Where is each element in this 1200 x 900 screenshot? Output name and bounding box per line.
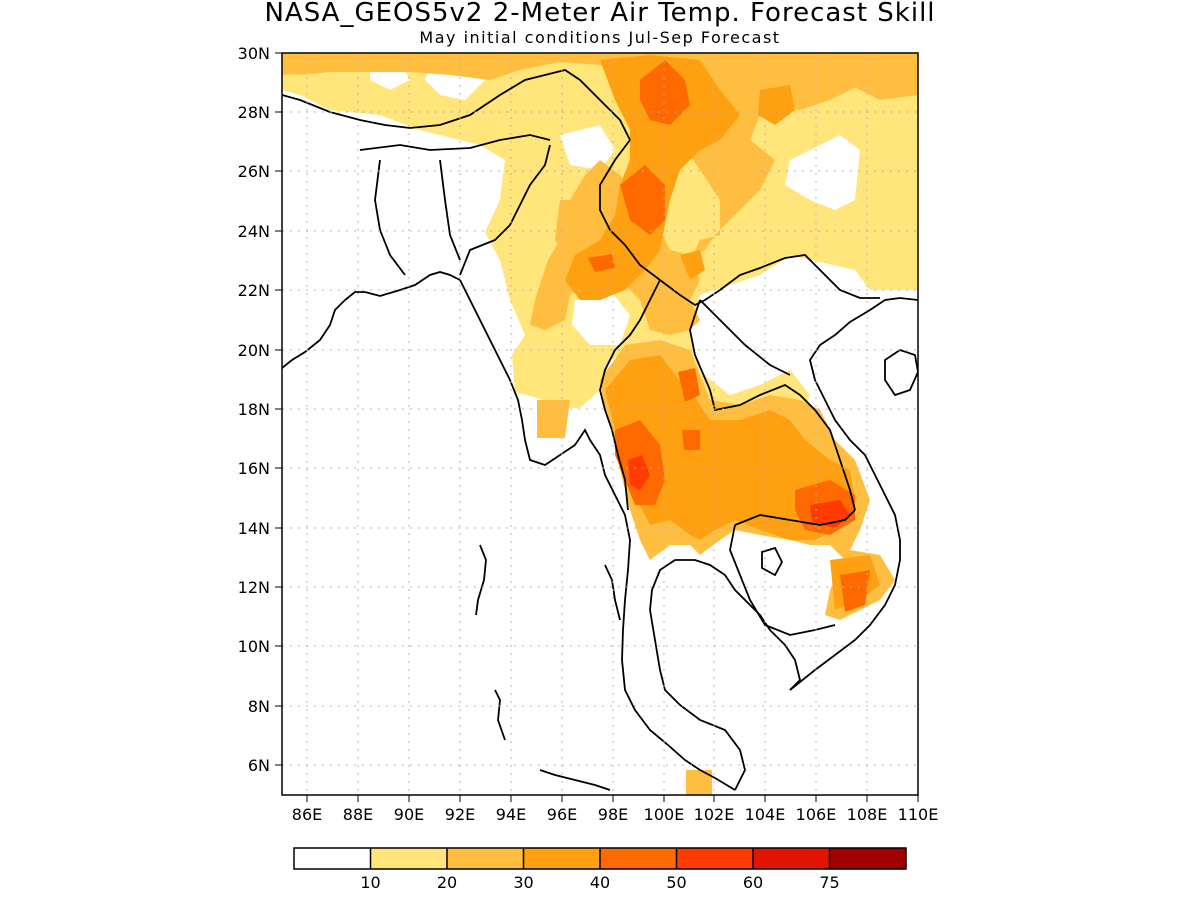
colorbar-swatch (600, 848, 677, 869)
lat-label: 10N (238, 637, 270, 656)
lon-label: 100E (644, 805, 685, 824)
lat-label: 14N (238, 519, 270, 538)
colorbar-swatch (447, 848, 524, 869)
colorbar-label: 40 (590, 873, 610, 892)
lat-label: 12N (238, 578, 270, 597)
lat-label: 6N (248, 756, 270, 775)
lat-label: 16N (238, 459, 270, 478)
lon-label: 92E (445, 805, 475, 824)
colorbar-swatch (676, 848, 753, 869)
lat-label: 24N (238, 222, 270, 241)
skill-field (282, 53, 918, 795)
map-title: NASA_GEOS5v2 2-Meter Air Temp. Forecast … (264, 0, 936, 28)
colorbar-swatch (294, 848, 371, 869)
colorbar-label: 20 (437, 873, 457, 892)
skill-region-40-50 (640, 60, 690, 125)
coastlines-borders (282, 69, 918, 791)
lon-label: 94E (496, 805, 526, 824)
colorbar-swatch (370, 848, 447, 869)
colorbar-swatch (523, 848, 600, 869)
colorbar-label: 60 (743, 873, 763, 892)
lon-label: 108E (847, 805, 888, 824)
map-grid (282, 53, 918, 795)
lon-label: 86E (292, 805, 322, 824)
lon-label: 90E (394, 805, 424, 824)
colorbar-swatch (829, 848, 906, 869)
colorbar-label: 50 (666, 873, 686, 892)
lon-label: 88E (343, 805, 373, 824)
lon-label: 110E (898, 805, 939, 824)
colorbar-label: 30 (513, 873, 533, 892)
lon-label: 104E (745, 805, 786, 824)
lon-label: 98E (598, 805, 628, 824)
lat-label: 22N (238, 281, 270, 300)
map-subtitle: May initial conditions Jul-Sep Forecast (419, 28, 781, 47)
map-frame (281, 52, 919, 796)
lon-label: 106E (796, 805, 837, 824)
lon-label: 102E (694, 805, 735, 824)
axis-ticks (275, 52, 919, 802)
lon-labels: 86E 88E 90E 92E 94E 96E 98E 100E 102E 10… (292, 805, 939, 824)
lat-label: 18N (238, 400, 270, 419)
colorbar-label: 10 (360, 873, 380, 892)
colorbar: 10 20 30 40 50 60 75 (293, 847, 907, 892)
lat-label: 8N (248, 697, 270, 716)
lat-label: 26N (238, 162, 270, 181)
lon-label: 96E (547, 805, 577, 824)
lat-label: 28N (238, 103, 270, 122)
colorbar-label: 75 (819, 873, 839, 892)
lat-labels: 30N 28N 26N 24N 22N 20N 18N 16N 14N 12N … (238, 44, 270, 775)
lat-label: 30N (238, 44, 270, 63)
colorbar-swatch (753, 848, 830, 869)
lat-label: 20N (238, 341, 270, 360)
